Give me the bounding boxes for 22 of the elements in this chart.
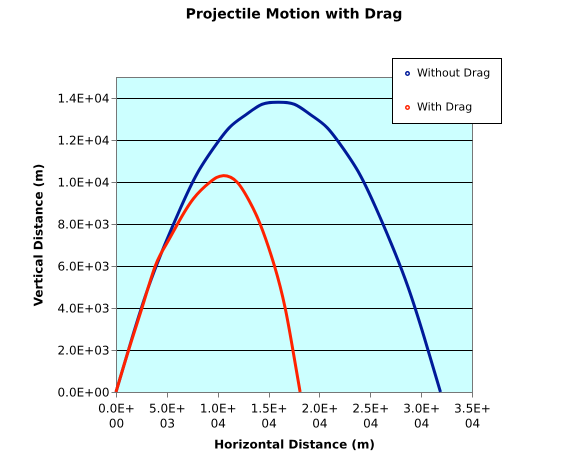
y-tick-label: 8.0E+03 xyxy=(58,218,110,232)
x-tick-label: 1.0E+04 xyxy=(200,402,237,430)
legend-label: Without Drag xyxy=(417,66,490,80)
y-tick-label: 4.0E+03 xyxy=(58,302,110,316)
x-tick-label: 2.0E+04 xyxy=(302,402,338,430)
x-axis-title: Horizontal Distance (m) xyxy=(214,438,375,452)
line-series xyxy=(114,174,302,394)
y-tick-label: 6.0E+03 xyxy=(58,260,110,274)
y-tick-label: 2.0E+03 xyxy=(58,344,110,358)
legend-label: With Drag xyxy=(417,100,472,114)
x-tick-label: 5.0E+03 xyxy=(148,402,186,430)
y-tick-label: 1.4E+04 xyxy=(58,92,110,106)
y-axis-title: Vertical Distance (m) xyxy=(32,164,46,306)
y-tick-label: 1.0E+04 xyxy=(58,176,110,190)
chart-title: Projectile Motion with Drag xyxy=(186,6,402,22)
y-tick-label: 0.0E+00 xyxy=(58,386,110,400)
x-tick-label: 1.5E+04 xyxy=(250,402,288,430)
x-tick-label: 0.0E+00 xyxy=(98,402,135,430)
y-tick-label: 1.2E+04 xyxy=(58,134,110,148)
x-tick-label: 3.5E+04 xyxy=(454,402,491,430)
x-tick-label: 2.5E+04 xyxy=(352,402,390,430)
x-tick-label: 3.0E+04 xyxy=(403,402,440,430)
